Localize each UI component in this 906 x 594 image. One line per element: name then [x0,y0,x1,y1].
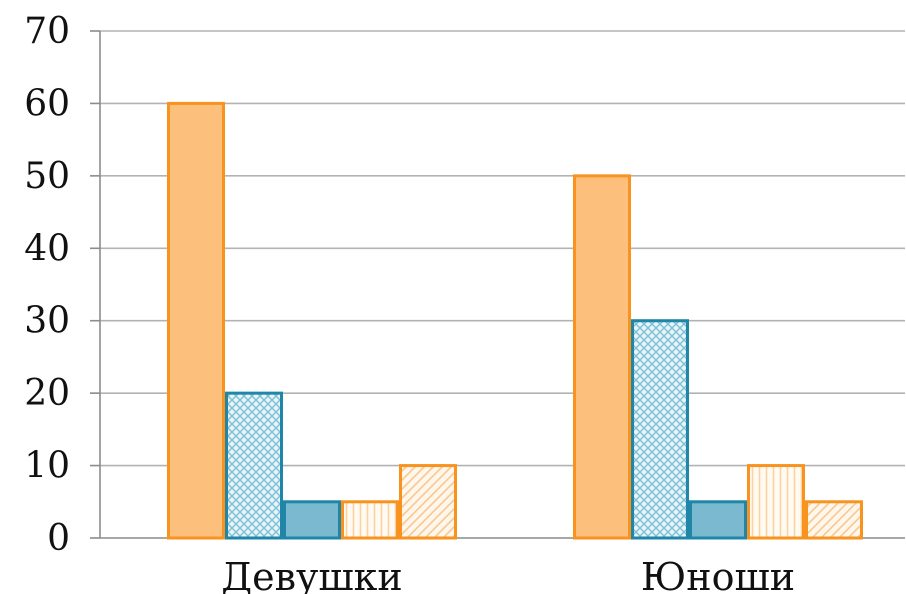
bars [167,101,863,540]
y-tick-label: 0 [47,518,70,559]
y-tick-label: 10 [24,446,70,487]
bar-yunoshi-series-1 [573,174,631,540]
bar-devushki-series-5 [399,464,457,540]
bar-devushki-series-2 [225,391,283,540]
bar-devushki-series-3 [283,500,341,540]
bar-devushki-series-1 [167,101,225,540]
bar-devushki-series-4 [341,500,399,540]
bar-yunoshi-series-4 [747,464,805,540]
y-tick-label: 30 [24,301,70,342]
bar-yunoshi-series-2 [631,319,689,540]
y-tick-label: 40 [24,228,70,269]
y-tick-label: 20 [24,373,70,414]
y-tick-label: 60 [24,83,70,124]
bar-yunoshi-series-5 [805,500,863,540]
labels: 0 10 20 30 40 50 60 70 Девушки Юноши [24,11,795,594]
x-category-label: Девушки [221,555,403,594]
y-tick-label: 50 [24,156,70,197]
x-category-label: Юноши [641,555,795,594]
y-tick-label: 70 [24,11,70,52]
bar-yunoshi-series-3 [689,500,747,540]
